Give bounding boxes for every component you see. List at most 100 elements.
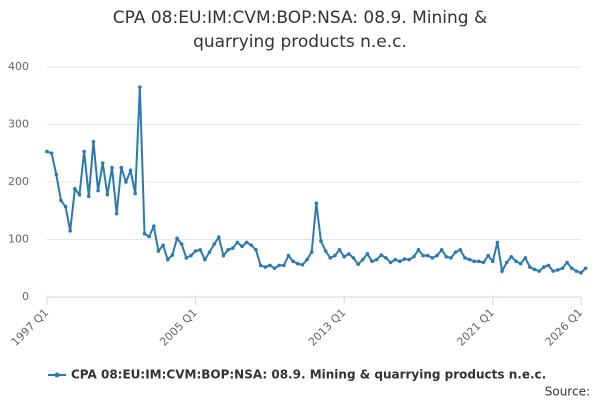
data-point bbox=[105, 192, 110, 197]
data-point bbox=[542, 265, 546, 269]
data-point bbox=[319, 239, 323, 244]
data-point bbox=[86, 194, 91, 199]
data-point bbox=[128, 168, 133, 173]
data-point bbox=[425, 253, 430, 258]
data-point bbox=[300, 263, 305, 267]
data-point bbox=[119, 165, 124, 170]
data-point bbox=[249, 243, 254, 248]
data-point bbox=[63, 204, 68, 209]
chart-title: CPA 08:EU:IM:CVM:BOP:NSA: 08.9. Mining &… bbox=[112, 8, 488, 52]
data-point bbox=[207, 250, 212, 254]
data-point bbox=[477, 259, 481, 264]
data-point bbox=[91, 139, 96, 144]
data-point bbox=[221, 253, 226, 258]
data-point bbox=[449, 256, 453, 260]
data-point bbox=[77, 192, 82, 197]
data-point bbox=[518, 261, 523, 266]
data-point bbox=[435, 253, 439, 258]
data-point bbox=[286, 253, 291, 258]
data-point bbox=[514, 259, 518, 264]
data-point bbox=[500, 269, 504, 273]
data-point bbox=[374, 257, 379, 262]
data-point bbox=[565, 260, 569, 265]
data-point bbox=[444, 254, 449, 259]
data-point bbox=[217, 235, 221, 239]
data-point bbox=[100, 161, 105, 165]
data-point bbox=[226, 248, 230, 252]
data-point bbox=[314, 201, 319, 206]
x-tick-label: 2013 Q1 bbox=[306, 306, 349, 349]
data-point bbox=[161, 243, 165, 248]
data-point bbox=[523, 256, 528, 260]
data-point bbox=[309, 250, 314, 254]
legend-marker bbox=[54, 372, 60, 378]
data-point bbox=[54, 172, 59, 177]
data-point bbox=[254, 248, 258, 252]
data-point bbox=[263, 265, 268, 269]
x-tick-label: 1997 Q1 bbox=[9, 306, 52, 349]
data-point bbox=[463, 256, 467, 260]
data-point bbox=[398, 259, 402, 264]
data-point bbox=[272, 266, 277, 271]
data-point bbox=[579, 271, 583, 275]
data-point bbox=[258, 263, 263, 268]
y-tick-label: 300 bbox=[8, 118, 29, 131]
data-point bbox=[569, 266, 574, 271]
data-point bbox=[295, 261, 300, 266]
data-point bbox=[235, 240, 240, 245]
data-point bbox=[230, 246, 235, 250]
data-point bbox=[402, 257, 407, 261]
data-point bbox=[291, 259, 295, 264]
data-point bbox=[203, 257, 207, 262]
data-point bbox=[370, 259, 374, 264]
data-point bbox=[342, 254, 346, 259]
data-point bbox=[537, 269, 542, 273]
data-point bbox=[45, 149, 49, 154]
data-point bbox=[528, 265, 532, 269]
data-point bbox=[189, 253, 193, 258]
data-point bbox=[495, 240, 500, 245]
data-point bbox=[114, 211, 119, 216]
series-line bbox=[46, 87, 587, 275]
data-point bbox=[453, 250, 458, 254]
data-point bbox=[509, 254, 514, 259]
data-point bbox=[388, 260, 393, 265]
y-tick-label: 400 bbox=[8, 60, 29, 73]
data-point bbox=[277, 263, 281, 268]
source: Source: bbox=[545, 385, 590, 399]
data-point bbox=[212, 242, 216, 246]
data-point bbox=[365, 252, 370, 256]
data-point bbox=[421, 253, 425, 258]
x-tick-label: 2021 Q1 bbox=[454, 306, 497, 349]
data-point bbox=[73, 187, 77, 191]
data-point bbox=[193, 249, 198, 253]
data-point bbox=[490, 259, 495, 264]
data-point bbox=[504, 260, 509, 265]
data-point bbox=[133, 191, 138, 196]
data-point bbox=[416, 248, 421, 252]
data-point bbox=[179, 242, 184, 246]
data-point bbox=[583, 266, 588, 271]
data-point bbox=[472, 259, 477, 264]
data-point bbox=[68, 229, 73, 233]
data-point bbox=[360, 257, 365, 262]
data-point bbox=[458, 248, 463, 252]
data-point bbox=[244, 240, 249, 245]
data-point bbox=[546, 263, 551, 268]
data-point bbox=[82, 149, 86, 154]
data-point bbox=[532, 267, 537, 272]
data-point bbox=[240, 244, 244, 249]
data-point bbox=[110, 165, 114, 170]
data-point bbox=[142, 231, 147, 236]
data-point bbox=[96, 188, 100, 193]
data-point bbox=[393, 257, 398, 262]
data-point bbox=[59, 198, 63, 203]
x-tick-label: 2005 Q1 bbox=[157, 306, 200, 349]
legend-label: CPA 08:EU:IM:CVM:BOP:NSA: 08.9. Mining &… bbox=[71, 368, 546, 382]
data-point bbox=[333, 253, 337, 258]
data-point bbox=[337, 248, 342, 252]
data-point bbox=[467, 257, 472, 262]
data-point bbox=[356, 262, 360, 267]
